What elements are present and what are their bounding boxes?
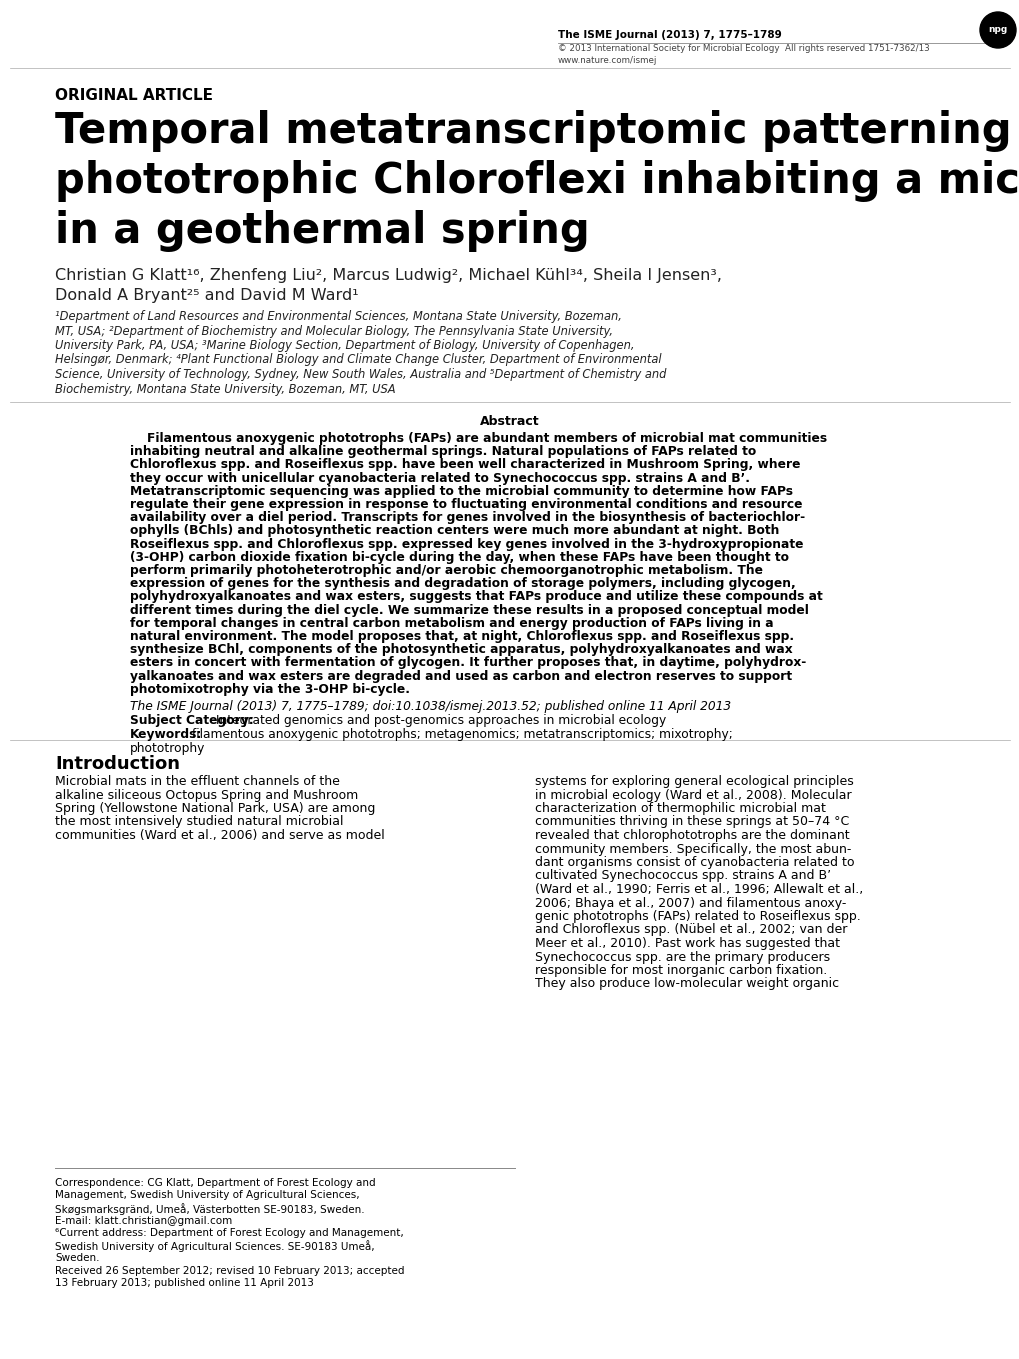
Text: 13 February 2013; published online 11 April 2013: 13 February 2013; published online 11 Ap…: [55, 1277, 314, 1288]
Text: 2006; Bhaya et al., 2007) and filamentous anoxy-: 2006; Bhaya et al., 2007) and filamentou…: [535, 897, 846, 909]
Text: communities (Ward et al., 2006) and serve as model: communities (Ward et al., 2006) and serv…: [55, 829, 384, 843]
Text: phototrophic Chloroflexi inhabiting a microbial mat: phototrophic Chloroflexi inhabiting a mi…: [55, 160, 1019, 202]
Text: esters in concert with fermentation of glycogen. It further proposes that, in da: esters in concert with fermentation of g…: [129, 656, 805, 670]
Text: MT, USA; ²Department of Biochemistry and Molecular Biology, The Pennsylvania Sta: MT, USA; ²Department of Biochemistry and…: [55, 325, 612, 337]
Text: (Ward et al., 1990; Ferris et al., 1996; Allewalt et al.,: (Ward et al., 1990; Ferris et al., 1996;…: [535, 883, 862, 896]
Text: Christian G Klatt¹⁶, Zhenfeng Liu², Marcus Ludwig², Michael Kühl³⁴, Sheila I Jen: Christian G Klatt¹⁶, Zhenfeng Liu², Marc…: [55, 268, 721, 283]
Text: ORIGINAL ARTICLE: ORIGINAL ARTICLE: [55, 88, 213, 103]
Text: Abstract: Abstract: [480, 414, 539, 428]
Text: The ISME Journal (2013) 7, 1775–1789: The ISME Journal (2013) 7, 1775–1789: [557, 30, 781, 39]
Text: Introduction: Introduction: [55, 756, 179, 773]
Text: regulate their gene expression in response to fluctuating environmental conditio: regulate their gene expression in respon…: [129, 497, 802, 511]
Text: Biochemistry, Montana State University, Bozeman, MT, USA: Biochemistry, Montana State University, …: [55, 382, 395, 395]
Text: Helsingør, Denmark; ⁴Plant Functional Biology and Climate Change Cluster, Depart: Helsingør, Denmark; ⁴Plant Functional Bi…: [55, 353, 661, 367]
Text: Received 26 September 2012; revised 10 February 2013; accepted: Received 26 September 2012; revised 10 F…: [55, 1265, 405, 1276]
Text: (3-OHP) carbon dioxide fixation bi-cycle during the day, when these FAPs have be: (3-OHP) carbon dioxide fixation bi-cycle…: [129, 550, 789, 564]
Text: University Park, PA, USA; ³Marine Biology Section, Department of Biology, Univer: University Park, PA, USA; ³Marine Biolog…: [55, 338, 634, 352]
Text: Metatranscriptomic sequencing was applied to the microbial community to determin: Metatranscriptomic sequencing was applie…: [129, 485, 792, 497]
Text: Microbial mats in the effluent channels of the: Microbial mats in the effluent channels …: [55, 775, 339, 788]
Text: alkaline siliceous Octopus Spring and Mushroom: alkaline siliceous Octopus Spring and Mu…: [55, 788, 358, 802]
Text: revealed that chlorophototrophs are the dominant: revealed that chlorophototrophs are the …: [535, 829, 849, 843]
Text: genic phototrophs (FAPs) related to Roseiflexus spp.: genic phototrophs (FAPs) related to Rose…: [535, 911, 860, 923]
Text: filamentous anoxygenic phototrophs; metagenomics; metatranscriptomics; mixotroph: filamentous anoxygenic phototrophs; meta…: [187, 728, 732, 741]
Text: communities thriving in these springs at 50–74 °C: communities thriving in these springs at…: [535, 815, 849, 829]
Text: Integrated genomics and post-genomics approaches in microbial ecology: Integrated genomics and post-genomics ap…: [212, 713, 665, 727]
Text: Swedish University of Agricultural Sciences. SE-90183 Umeå,: Swedish University of Agricultural Scien…: [55, 1241, 374, 1253]
Text: in microbial ecology (Ward et al., 2008). Molecular: in microbial ecology (Ward et al., 2008)…: [535, 788, 851, 802]
Text: E-mail: klatt.christian@gmail.com: E-mail: klatt.christian@gmail.com: [55, 1215, 232, 1226]
Text: they occur with unicellular cyanobacteria related to Synechococcus spp. strains : they occur with unicellular cyanobacteri…: [129, 472, 749, 485]
Text: © 2013 International Society for Microbial Ecology  All rights reserved 1751-736: © 2013 International Society for Microbi…: [557, 43, 929, 53]
Text: availability over a diel period. Transcripts for genes involved in the biosynthe: availability over a diel period. Transcr…: [129, 511, 804, 525]
Text: The ISME Journal (2013) 7, 1775–1789; doi:10.1038/ismej.2013.52; published onlin: The ISME Journal (2013) 7, 1775–1789; do…: [129, 700, 731, 713]
Text: yalkanoates and wax esters are degraded and used as carbon and electron reserves: yalkanoates and wax esters are degraded …: [129, 670, 792, 682]
Text: Skøgsmarksgränd, Umeå, Västerbotten SE-90183, Sweden.: Skøgsmarksgränd, Umeå, Västerbotten SE-9…: [55, 1203, 364, 1215]
Text: characterization of thermophilic microbial mat: characterization of thermophilic microbi…: [535, 802, 825, 815]
Text: Spring (Yellowstone National Park, USA) are among: Spring (Yellowstone National Park, USA) …: [55, 802, 375, 815]
Text: different times during the diel cycle. We summarize these results in a proposed : different times during the diel cycle. W…: [129, 603, 808, 617]
Text: inhabiting neutral and alkaline geothermal springs. Natural populations of FAPs : inhabiting neutral and alkaline geotherm…: [129, 446, 755, 458]
Text: ¹Department of Land Resources and Environmental Sciences, Montana State Universi: ¹Department of Land Resources and Enviro…: [55, 310, 622, 323]
Text: Temporal metatranscriptomic patterning in: Temporal metatranscriptomic patterning i…: [55, 110, 1019, 152]
Text: Keywords:: Keywords:: [129, 728, 202, 741]
Text: synthesize BChl, components of the photosynthetic apparatus, polyhydroxyalkanoat: synthesize BChl, components of the photo…: [129, 643, 792, 656]
Text: ⁶Current address: Department of Forest Ecology and Management,: ⁶Current address: Department of Forest E…: [55, 1229, 404, 1238]
Text: community members. Specifically, the most abun-: community members. Specifically, the mos…: [535, 843, 851, 856]
Text: natural environment. The model proposes that, at night, Chloroflexus spp. and Ro: natural environment. The model proposes …: [129, 631, 794, 643]
Text: cultivated Synechococcus spp. strains A and B’: cultivated Synechococcus spp. strains A …: [535, 870, 830, 882]
Text: Roseiflexus spp. and Chloroflexus spp. expressed key genes involved in the 3-hyd: Roseiflexus spp. and Chloroflexus spp. e…: [129, 538, 803, 550]
Text: dant organisms consist of cyanobacteria related to: dant organisms consist of cyanobacteria …: [535, 856, 854, 868]
Text: the most intensively studied natural microbial: the most intensively studied natural mic…: [55, 815, 343, 829]
Text: Donald A Bryant²⁵ and David M Ward¹: Donald A Bryant²⁵ and David M Ward¹: [55, 288, 359, 303]
Text: expression of genes for the synthesis and degradation of storage polymers, inclu: expression of genes for the synthesis an…: [129, 578, 795, 590]
Text: Filamentous anoxygenic phototrophs (FAPs) are abundant members of microbial mat : Filamentous anoxygenic phototrophs (FAPs…: [129, 432, 826, 444]
Text: for temporal changes in central carbon metabolism and energy production of FAPs : for temporal changes in central carbon m…: [129, 617, 772, 629]
Text: Science, University of Technology, Sydney, New South Wales, Australia and ⁵Depar: Science, University of Technology, Sydne…: [55, 368, 665, 381]
Text: They also produce low-molecular weight organic: They also produce low-molecular weight o…: [535, 977, 839, 991]
Text: perform primarily photoheterotrophic and/or aerobic chemoorganotrophic metabolis: perform primarily photoheterotrophic and…: [129, 564, 762, 578]
Text: www.nature.com/ismej: www.nature.com/ismej: [557, 56, 656, 65]
Text: Sweden.: Sweden.: [55, 1253, 100, 1263]
Text: Correspondence: CG Klatt, Department of Forest Ecology and: Correspondence: CG Klatt, Department of …: [55, 1178, 375, 1188]
Text: polyhydroxyalkanoates and wax esters, suggests that FAPs produce and utilize the: polyhydroxyalkanoates and wax esters, su…: [129, 590, 822, 603]
Text: Chloroflexus spp. and Roseiflexus spp. have been well characterized in Mushroom : Chloroflexus spp. and Roseiflexus spp. h…: [129, 458, 800, 472]
Text: responsible for most inorganic carbon fixation.: responsible for most inorganic carbon fi…: [535, 964, 826, 977]
Text: phototrophy: phototrophy: [129, 742, 205, 756]
Text: and Chloroflexus spp. (Nübel et al., 2002; van der: and Chloroflexus spp. (Nübel et al., 200…: [535, 924, 847, 936]
Text: Meer et al., 2010). Past work has suggested that: Meer et al., 2010). Past work has sugges…: [535, 936, 840, 950]
Text: Synechococcus spp. are the primary producers: Synechococcus spp. are the primary produ…: [535, 950, 829, 964]
Text: Management, Swedish University of Agricultural Sciences,: Management, Swedish University of Agricu…: [55, 1190, 360, 1200]
Text: in a geothermal spring: in a geothermal spring: [55, 211, 589, 251]
Text: Subject Category:: Subject Category:: [129, 713, 254, 727]
Text: ophylls (BChls) and photosynthetic reaction centers were much more abundant at n: ophylls (BChls) and photosynthetic react…: [129, 525, 779, 537]
Text: photomixotrophy via the 3-OHP bi-cycle.: photomixotrophy via the 3-OHP bi-cycle.: [129, 682, 410, 696]
Circle shape: [979, 12, 1015, 48]
Text: systems for exploring general ecological principles: systems for exploring general ecological…: [535, 775, 853, 788]
Text: npg: npg: [987, 26, 1007, 34]
